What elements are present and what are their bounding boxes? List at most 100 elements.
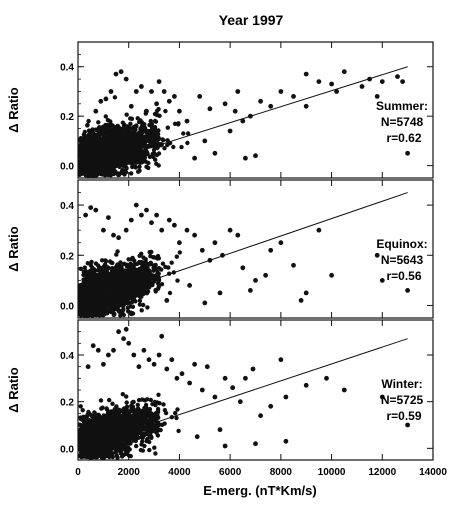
data-point bbox=[278, 240, 284, 246]
data-point bbox=[118, 283, 123, 289]
season-label: Equinox: bbox=[376, 237, 427, 251]
fit-line bbox=[77, 192, 408, 306]
data-point bbox=[162, 146, 167, 151]
data-point bbox=[117, 309, 122, 314]
data-point bbox=[405, 150, 410, 156]
data-point bbox=[103, 262, 108, 267]
data-point bbox=[103, 299, 108, 305]
data-point bbox=[123, 268, 128, 273]
data-point bbox=[132, 145, 137, 151]
data-point bbox=[117, 164, 122, 169]
data-point bbox=[149, 249, 154, 255]
data-point bbox=[111, 232, 116, 238]
data-point bbox=[134, 269, 139, 275]
data-point bbox=[144, 207, 149, 213]
data-point bbox=[235, 232, 241, 238]
data-point bbox=[227, 128, 233, 134]
data-point bbox=[122, 150, 128, 156]
data-point bbox=[95, 282, 100, 287]
data-point bbox=[164, 298, 170, 303]
data-point bbox=[142, 144, 148, 149]
data-point bbox=[103, 114, 109, 119]
data-point bbox=[147, 128, 153, 134]
y-axis-label: Δ Ratio bbox=[6, 226, 21, 272]
data-point bbox=[88, 144, 93, 150]
data-point bbox=[128, 121, 133, 127]
data-point bbox=[127, 300, 132, 305]
data-point bbox=[212, 240, 218, 246]
data-point bbox=[104, 303, 110, 308]
data-point bbox=[78, 171, 82, 176]
data-point bbox=[163, 264, 168, 270]
data-point bbox=[152, 445, 157, 450]
data-point bbox=[85, 154, 91, 159]
data-point bbox=[114, 252, 119, 257]
data-point bbox=[83, 171, 89, 176]
data-point bbox=[93, 172, 98, 178]
data-point bbox=[133, 202, 139, 208]
data-point bbox=[147, 447, 152, 453]
y-tick-label: 0.4 bbox=[60, 201, 74, 212]
data-point bbox=[144, 108, 149, 114]
data-point bbox=[159, 282, 165, 287]
data-point bbox=[116, 302, 121, 307]
data-point bbox=[166, 217, 172, 223]
data-point bbox=[128, 304, 133, 309]
data-point bbox=[128, 158, 134, 163]
data-point bbox=[248, 288, 253, 293]
points-winter bbox=[78, 326, 410, 460]
data-point bbox=[125, 280, 130, 285]
data-point bbox=[103, 258, 108, 263]
data-point bbox=[83, 212, 88, 218]
data-point bbox=[139, 212, 144, 218]
data-point bbox=[143, 286, 148, 291]
data-point bbox=[129, 171, 134, 176]
data-point bbox=[113, 170, 118, 176]
data-point bbox=[149, 220, 154, 226]
data-point bbox=[137, 119, 142, 125]
data-point bbox=[329, 272, 334, 278]
data-point bbox=[128, 126, 133, 131]
data-point bbox=[184, 227, 190, 233]
data-point bbox=[100, 273, 105, 279]
data-point bbox=[91, 140, 96, 146]
data-point bbox=[110, 276, 115, 281]
data-point bbox=[105, 308, 111, 313]
data-point bbox=[136, 169, 141, 174]
data-point bbox=[105, 126, 110, 132]
data-point bbox=[110, 272, 115, 277]
plot-frame bbox=[77, 179, 434, 319]
data-point bbox=[119, 143, 124, 149]
data-point bbox=[105, 279, 110, 284]
data-point bbox=[118, 260, 123, 265]
data-point bbox=[128, 310, 133, 315]
data-point bbox=[102, 149, 107, 155]
data-point bbox=[103, 96, 109, 102]
data-point bbox=[91, 277, 96, 282]
data-point bbox=[152, 255, 157, 260]
data-point bbox=[165, 125, 170, 130]
data-point bbox=[159, 227, 165, 233]
data-point bbox=[116, 264, 121, 269]
data-point bbox=[124, 394, 129, 399]
data-point bbox=[112, 95, 118, 100]
data-point bbox=[181, 131, 186, 136]
data-point bbox=[100, 124, 106, 129]
data-point bbox=[374, 252, 380, 258]
data-point bbox=[103, 287, 108, 293]
data-point bbox=[100, 281, 105, 286]
data-point bbox=[131, 265, 136, 271]
data-point bbox=[146, 165, 151, 171]
data-point bbox=[138, 155, 144, 160]
data-point bbox=[127, 273, 132, 278]
data-point bbox=[78, 136, 84, 141]
data-point bbox=[112, 301, 117, 306]
data-point bbox=[98, 163, 104, 168]
data-point bbox=[116, 172, 122, 177]
data-point bbox=[123, 227, 129, 233]
data-point bbox=[172, 222, 177, 228]
data-point bbox=[137, 164, 142, 169]
data-point bbox=[99, 292, 105, 297]
data-point bbox=[316, 79, 322, 84]
